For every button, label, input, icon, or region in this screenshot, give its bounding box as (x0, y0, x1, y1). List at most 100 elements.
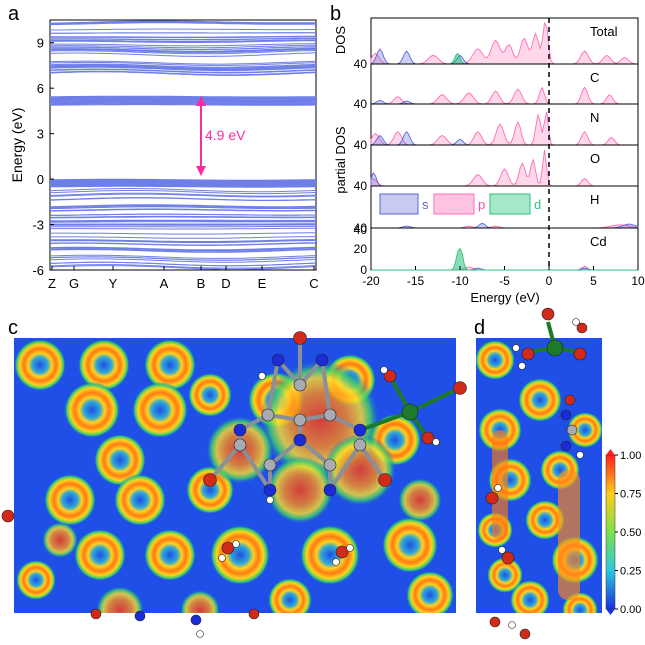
y-tick-label: 6 (37, 81, 44, 96)
elf-blob (324, 434, 396, 506)
y-tick-label: 0 (37, 172, 44, 187)
x-tick-label: G (69, 276, 79, 291)
panel-d-molecule (485, 307, 588, 640)
band-line (50, 28, 316, 31)
dos-subpanel-label: H (590, 192, 599, 207)
band-line (49, 68, 317, 73)
dos-y-tick-label: 40 (354, 57, 368, 71)
legend-s-swatch (379, 193, 419, 215)
oxygen-atom (573, 347, 587, 361)
chain-atom (560, 409, 572, 421)
band-line (49, 182, 317, 185)
x-tick-label: E (258, 276, 267, 291)
x-tick-label: Z (48, 276, 56, 291)
band-line (49, 103, 316, 106)
colorbar-ticks: 1.00 0.75 0.50 0.25 0.00 (615, 450, 641, 616)
band-line (50, 95, 316, 98)
band-line (49, 248, 317, 253)
oxygen-atom (293, 331, 307, 345)
band-line (49, 63, 317, 68)
panel-c-letter: c (8, 317, 18, 339)
dos-subpanel-label: Total (590, 24, 618, 39)
hydrogen-atom (508, 621, 516, 629)
band-line (49, 265, 317, 270)
carbon-atom (263, 458, 277, 472)
elf-blob (266, 456, 334, 524)
x-tick-label: -5 (499, 274, 510, 288)
band-line (50, 225, 316, 228)
panel-a-y-axis-label: Energy (eV) (9, 108, 25, 183)
elf-ring (132, 382, 188, 438)
band-lines (49, 20, 317, 270)
colorbar-tick-label: 1.00 (620, 450, 641, 462)
chain-atom (560, 440, 572, 452)
water-oxygen-atom (485, 491, 499, 505)
band-line (50, 179, 317, 182)
dos-y-tick-label: 20 (354, 242, 368, 256)
x-tick-label: D (221, 276, 230, 291)
panel-a-letter: a (8, 3, 20, 25)
band-line (50, 44, 317, 49)
band-line (49, 60, 317, 65)
water-hydrogen-atom (498, 546, 506, 554)
band-line (49, 205, 317, 208)
band-line (50, 101, 317, 104)
elf-ring (300, 525, 360, 585)
y-tick-label: 3 (37, 127, 44, 142)
nitrogen-atom (271, 353, 285, 367)
gap-label: 4.9 eV (205, 127, 246, 143)
bond (208, 443, 242, 482)
oxygen-atom (378, 473, 392, 487)
water-hydrogen-atom (494, 484, 502, 492)
dos-subpanel-label: N (590, 110, 599, 125)
band-line (49, 66, 317, 72)
dos-y-tick-label: 40 (354, 179, 368, 193)
band-line (50, 220, 316, 222)
band-line (50, 43, 317, 47)
band-line (49, 206, 317, 209)
x-tick-label: 0 (546, 274, 553, 288)
legend-d-swatch (489, 193, 531, 215)
partial-dos-axis-label: partial DOS (333, 126, 348, 194)
x-tick-label: C (309, 276, 318, 291)
band-line (49, 232, 316, 235)
band-line (49, 254, 317, 259)
carbon-atom (323, 408, 337, 422)
panel-c-elf-blobs (14, 339, 454, 613)
dos-axis-label: DOS (333, 26, 348, 55)
band-line (49, 52, 317, 57)
water-hydrogen-atom (346, 544, 354, 552)
water-oxygen-atom (335, 545, 349, 559)
water-oxygen-atom (221, 541, 235, 555)
dos-subpanel-label: Cd (590, 234, 607, 249)
oxygen-atom (90, 608, 102, 620)
carbon-atom (261, 408, 275, 422)
band-line (49, 181, 317, 184)
nitrogen-atom (134, 610, 146, 622)
dos-subpanel-frame (370, 144, 639, 187)
nitrogen-atom (323, 483, 337, 497)
elf-ring (44, 474, 96, 526)
band-line (49, 20, 317, 24)
band-line (49, 64, 317, 69)
x-tick-label: 5 (590, 274, 597, 288)
elf-ring (188, 373, 232, 417)
colorbar-top-cap (606, 449, 615, 455)
elf-column (558, 470, 580, 600)
band-line (49, 184, 317, 187)
band-line (49, 185, 317, 188)
x-tick-label: -10 (451, 274, 469, 288)
band-line (49, 97, 316, 100)
x-tick-label: B (197, 276, 206, 291)
carbon-atom (233, 438, 247, 452)
oxygen-atom (248, 608, 260, 620)
dos-subpanel-label: O (590, 151, 600, 166)
band-line (50, 39, 316, 42)
gap-arrow-head-top (196, 96, 206, 106)
legend-p-label: p (478, 197, 485, 212)
chain-atom (566, 424, 578, 436)
band-line (49, 264, 317, 269)
y-tick-label: -3 (32, 218, 44, 233)
